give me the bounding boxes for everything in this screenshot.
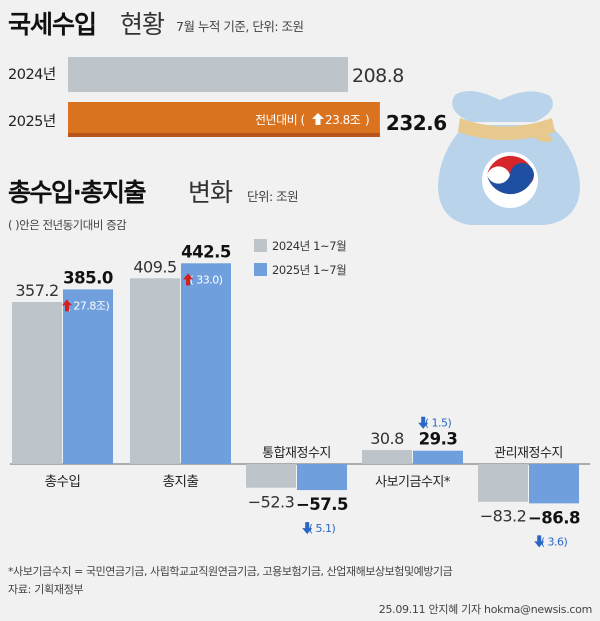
hbar-2024 bbox=[68, 57, 348, 92]
value-label-2025-0: 385.0 bbox=[63, 268, 113, 287]
section2-title-bold: 총수입·총지출 bbox=[8, 178, 146, 207]
section1-unit: 7월 누적 기준, 단위: 조원 bbox=[176, 19, 304, 34]
change-label-4: ( 3.6) bbox=[541, 535, 568, 548]
value-label-2025-2: −57.5 bbox=[296, 495, 348, 514]
up-arrow-icon bbox=[312, 113, 324, 125]
bar-2024-0 bbox=[12, 302, 62, 464]
legend-swatch-2024 bbox=[254, 239, 267, 252]
year-label-2025: 2025년 bbox=[8, 113, 56, 130]
change-arrow-0-icon bbox=[62, 299, 72, 312]
bar-2024-4 bbox=[478, 464, 528, 502]
category-label-4: 관리재정수지 bbox=[494, 446, 563, 461]
section2-unit: 단위: 조원 bbox=[247, 189, 298, 204]
category-label-0: 총수입 bbox=[45, 474, 81, 490]
change-arrow-1-icon bbox=[183, 273, 194, 286]
value-label-2025-1: 442.5 bbox=[181, 242, 231, 261]
grouped-bar-chart: 357.2 385.0 총수입 ( 27.8조) 409.5 442.5 총지출 ( 33.0… bbox=[10, 242, 590, 548]
value-label-2024-1: 409.5 bbox=[133, 257, 176, 276]
bar-2025-2 bbox=[297, 464, 347, 491]
value-label-2024-2: −52.3 bbox=[248, 493, 295, 512]
category-label-1: 총지출 bbox=[163, 474, 199, 490]
hbar-2025-value: 232.6 bbox=[386, 111, 447, 135]
badge-value: 23.8조 bbox=[325, 113, 361, 127]
year-label-2024: 2024년 bbox=[8, 66, 56, 83]
change-arrow-2-icon bbox=[302, 522, 313, 535]
change-label-3: ( 1.5) bbox=[425, 417, 452, 430]
badge-suffix: ) bbox=[365, 113, 370, 127]
change-label-2: ( 5.1) bbox=[309, 522, 336, 535]
bar-2024-3 bbox=[362, 450, 412, 464]
value-label-2025-3: 29.3 bbox=[419, 430, 458, 449]
bar-2025-3 bbox=[413, 450, 463, 464]
hbar-2025-shadow bbox=[68, 133, 380, 137]
source: 자료: 기획재정부 bbox=[8, 583, 84, 596]
change-label-1: ( 33.0) bbox=[189, 273, 222, 286]
legend-label-2025: 2025년 1~7월 bbox=[272, 263, 346, 277]
section2-note: ( )안은 전년동기대비 증감 bbox=[8, 218, 127, 232]
value-label-2024-4: −83.2 bbox=[480, 507, 527, 526]
section2-title-light: 변화 bbox=[188, 178, 233, 207]
credit: 25.09.11 안지혜 기자 hokma@newsis.com bbox=[379, 603, 592, 616]
section1-title-light: 현황 bbox=[120, 10, 165, 39]
change-arrow-3-icon bbox=[418, 416, 429, 429]
legend-label-2024: 2024년 1~7월 bbox=[272, 239, 346, 253]
category-label-2: 통합재정수지 bbox=[262, 446, 331, 461]
badge-prefix: 전년대비 ( bbox=[255, 113, 305, 127]
category-label-3: 사보기금수지* bbox=[375, 475, 451, 490]
value-label-2025-4: −86.8 bbox=[528, 508, 580, 527]
footnote: *사보기금수지 = 국민연금기금, 사립학교교직원연금기금, 고용보험기금, 산… bbox=[8, 564, 453, 578]
change-label-0: ( 27.8조) bbox=[67, 299, 110, 312]
bar-2025-4 bbox=[529, 464, 579, 504]
section1-title-bold: 국세수입 bbox=[8, 10, 96, 39]
change-arrow-4-icon bbox=[534, 535, 545, 548]
hbar-2024-value: 208.8 bbox=[352, 65, 404, 87]
bar-2024-1 bbox=[130, 278, 180, 464]
bar-2024-2 bbox=[246, 464, 296, 488]
legend-swatch-2025 bbox=[254, 263, 267, 276]
bar-2025-1 bbox=[181, 263, 231, 464]
money-bag-icon bbox=[438, 91, 580, 225]
value-label-2024-0: 357.2 bbox=[15, 281, 58, 300]
value-label-2024-3: 30.8 bbox=[370, 429, 404, 448]
bar-2025-0 bbox=[63, 289, 113, 464]
hbar-2025 bbox=[68, 102, 380, 136]
